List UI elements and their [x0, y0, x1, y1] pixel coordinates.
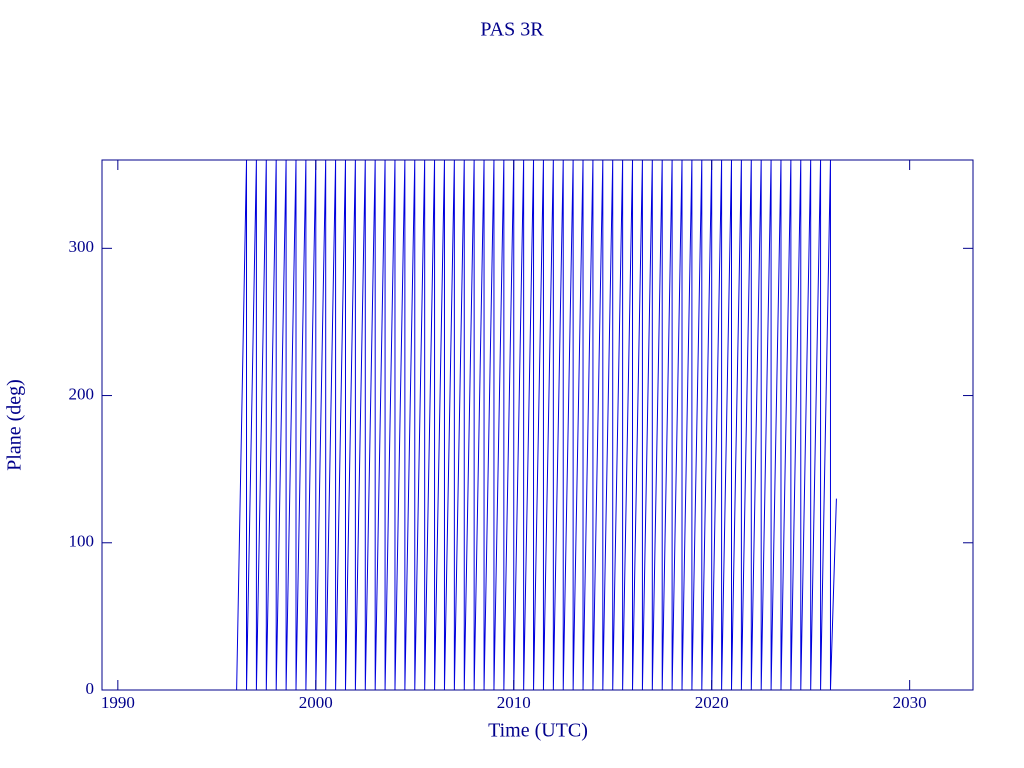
- x-tick-label: 2000: [299, 693, 333, 712]
- x-axis-label: Time (UTC): [488, 720, 588, 742]
- y-tick-label: 100: [69, 532, 95, 551]
- chart-title: PAS 3R: [480, 19, 544, 41]
- x-tick-label: 2020: [695, 693, 729, 712]
- y-tick-label: 0: [86, 679, 95, 698]
- data-line: [236, 159, 837, 691]
- y-axis-label: Plane (deg): [4, 379, 26, 471]
- y-tick-label: 200: [69, 384, 95, 403]
- x-tick-label: 2010: [497, 693, 531, 712]
- x-tick-label: 1990: [101, 693, 135, 712]
- plot-frame: [101, 159, 974, 691]
- y-tick-label: 300: [69, 237, 95, 256]
- x-tick-label: 2030: [893, 693, 927, 712]
